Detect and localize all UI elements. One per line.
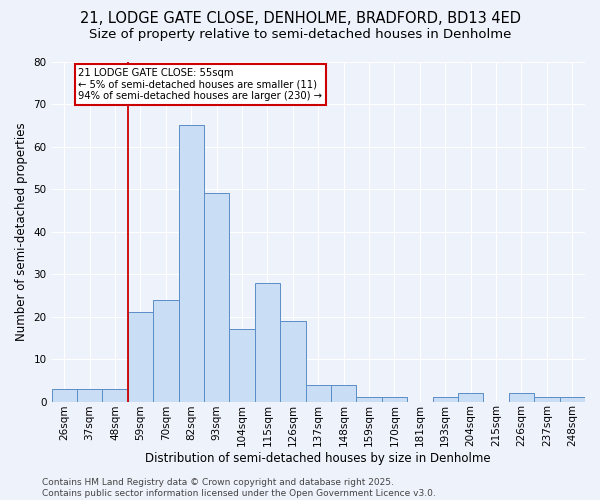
Bar	[153, 300, 179, 402]
Bar	[382, 398, 407, 402]
Text: 21, LODGE GATE CLOSE, DENHOLME, BRADFORD, BD13 4ED: 21, LODGE GATE CLOSE, DENHOLME, BRADFORD…	[79, 11, 521, 26]
Bar	[280, 321, 305, 402]
Bar	[103, 389, 128, 402]
Bar	[128, 312, 153, 402]
Bar	[534, 398, 560, 402]
Text: 21 LODGE GATE CLOSE: 55sqm
← 5% of semi-detached houses are smaller (11)
94% of : 21 LODGE GATE CLOSE: 55sqm ← 5% of semi-…	[78, 68, 322, 101]
Bar	[52, 389, 77, 402]
Bar	[229, 330, 255, 402]
Bar	[255, 282, 280, 402]
Bar	[77, 389, 103, 402]
Bar	[560, 398, 585, 402]
X-axis label: Distribution of semi-detached houses by size in Denholme: Distribution of semi-detached houses by …	[145, 452, 491, 465]
Y-axis label: Number of semi-detached properties: Number of semi-detached properties	[15, 122, 28, 341]
Bar	[509, 393, 534, 402]
Bar	[179, 126, 204, 402]
Text: Size of property relative to semi-detached houses in Denholme: Size of property relative to semi-detach…	[89, 28, 511, 41]
Bar	[305, 384, 331, 402]
Bar	[204, 194, 229, 402]
Bar	[458, 393, 484, 402]
Bar	[331, 384, 356, 402]
Bar	[356, 398, 382, 402]
Bar	[433, 398, 458, 402]
Text: Contains HM Land Registry data © Crown copyright and database right 2025.
Contai: Contains HM Land Registry data © Crown c…	[42, 478, 436, 498]
